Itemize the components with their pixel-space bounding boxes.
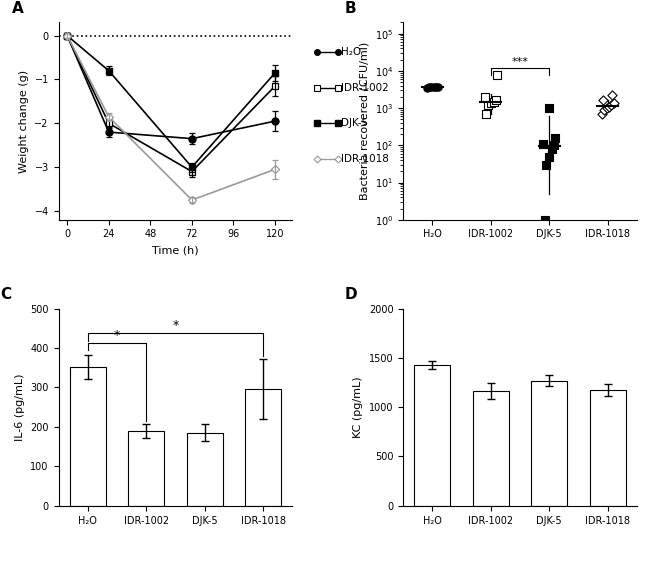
Point: [489, 97, 499, 106]
Text: A: A: [12, 1, 23, 16]
Bar: [187, 433, 223, 506]
Point: [426, 83, 436, 92]
Text: IDR-1018: IDR-1018: [341, 153, 389, 164]
Point: [428, 83, 439, 92]
Point: [486, 98, 496, 107]
Point: [421, 83, 432, 92]
Y-axis label: IL-6 (pg/mL): IL-6 (pg/mL): [15, 373, 25, 441]
Bar: [245, 389, 281, 506]
Point: [599, 105, 610, 114]
Point: [541, 160, 552, 169]
Point: [483, 101, 493, 110]
Text: C: C: [0, 287, 11, 302]
Text: DJK-5: DJK-5: [341, 118, 368, 128]
Text: *: *: [114, 329, 120, 342]
Point: [601, 103, 612, 112]
Text: H₂O: H₂O: [341, 47, 361, 57]
Point: [480, 92, 490, 101]
Point: [598, 95, 608, 104]
Point: [544, 152, 554, 161]
Y-axis label: Weight change (g): Weight change (g): [19, 70, 29, 173]
Point: [490, 95, 501, 104]
Point: [549, 141, 559, 150]
Point: [424, 83, 434, 92]
Text: IDR-1002: IDR-1002: [341, 83, 389, 93]
Point: [604, 102, 614, 111]
Point: [433, 82, 443, 91]
Point: [431, 82, 441, 91]
Bar: [414, 365, 450, 506]
Y-axis label: Bacteria recovered (CFU/ml): Bacteria recovered (CFU/ml): [359, 42, 369, 200]
Point: [491, 70, 502, 79]
Point: [540, 215, 550, 224]
Point: [538, 139, 549, 148]
Bar: [473, 391, 509, 506]
Point: [608, 98, 619, 107]
Bar: [590, 390, 626, 506]
Bar: [531, 380, 567, 506]
Point: [547, 144, 558, 153]
Text: B: B: [344, 1, 356, 16]
Point: [597, 110, 607, 119]
X-axis label: Time (h): Time (h): [152, 245, 199, 255]
Bar: [70, 367, 106, 506]
Bar: [128, 431, 164, 506]
Point: [606, 101, 616, 110]
Text: *: *: [172, 319, 179, 332]
Point: [607, 91, 618, 100]
Point: [550, 133, 560, 142]
Point: [481, 110, 491, 119]
Y-axis label: KC (pg/mL): KC (pg/mL): [353, 377, 363, 438]
Text: D: D: [344, 287, 358, 302]
Point: [544, 103, 554, 112]
Text: ***: ***: [512, 57, 528, 67]
